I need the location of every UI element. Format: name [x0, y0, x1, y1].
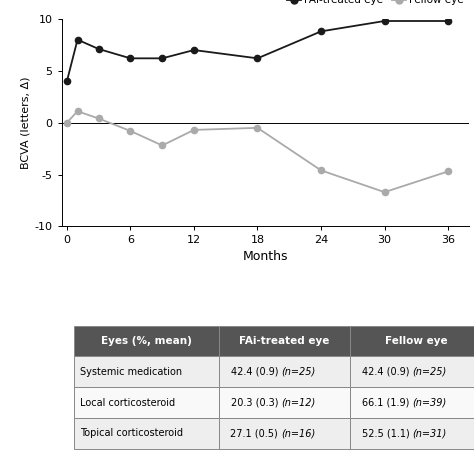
Text: 66.1 (1.9): 66.1 (1.9)	[362, 397, 412, 408]
FancyBboxPatch shape	[74, 325, 219, 356]
FancyBboxPatch shape	[219, 325, 350, 356]
Text: (n=12): (n=12)	[281, 397, 315, 408]
Text: 20.3 (0.3): 20.3 (0.3)	[230, 397, 281, 408]
Text: 42.4 (0.9): 42.4 (0.9)	[362, 367, 412, 377]
FancyBboxPatch shape	[219, 387, 350, 418]
Text: Topical corticosteroid: Topical corticosteroid	[80, 429, 183, 438]
FancyBboxPatch shape	[350, 418, 474, 449]
Text: (n=16): (n=16)	[281, 429, 315, 438]
Text: 42.4 (0.9): 42.4 (0.9)	[230, 367, 281, 377]
FancyBboxPatch shape	[350, 356, 474, 387]
FancyBboxPatch shape	[219, 356, 350, 387]
Text: (n=31): (n=31)	[412, 429, 447, 438]
Text: 27.1 (0.5): 27.1 (0.5)	[230, 429, 281, 438]
Text: Local corticosteroid: Local corticosteroid	[80, 397, 175, 408]
X-axis label: Months: Months	[243, 250, 288, 263]
FancyBboxPatch shape	[74, 387, 219, 418]
Text: 52.5 (1.1): 52.5 (1.1)	[362, 429, 412, 438]
FancyBboxPatch shape	[350, 387, 474, 418]
Text: (n=39): (n=39)	[412, 397, 447, 408]
Text: Systemic medication: Systemic medication	[80, 367, 182, 377]
Text: (n=25): (n=25)	[412, 367, 447, 377]
Y-axis label: BCVA (letters, Δ): BCVA (letters, Δ)	[20, 77, 30, 169]
FancyBboxPatch shape	[74, 418, 219, 449]
FancyBboxPatch shape	[74, 356, 219, 387]
Legend: FAi-treated eye, Fellow eye: FAi-treated eye, Fellow eye	[283, 0, 468, 9]
FancyBboxPatch shape	[350, 325, 474, 356]
Text: Fellow eye: Fellow eye	[384, 336, 447, 346]
Text: FAi-treated eye: FAi-treated eye	[239, 336, 329, 346]
Text: (n=25): (n=25)	[281, 367, 315, 377]
FancyBboxPatch shape	[219, 418, 350, 449]
Text: Eyes (%, mean): Eyes (%, mean)	[101, 336, 191, 346]
